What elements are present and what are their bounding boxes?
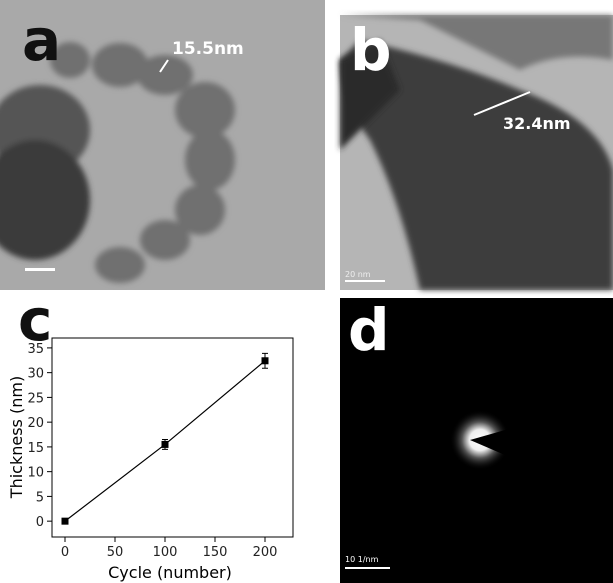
figure: a 15.5nm 20 nm b 32.4nm 10 1/nm d c Cycl… [0, 0, 613, 583]
y-tick-label: 5 [36, 490, 44, 505]
panel-label: b [350, 16, 392, 84]
x-tick-label: 0 [61, 545, 69, 560]
y-tick-label: 25 [27, 391, 44, 406]
data-point [62, 518, 69, 525]
x-tick-label: 100 [153, 545, 178, 560]
data-point [262, 357, 269, 364]
scale-bar-label: 10 1/nm [345, 555, 379, 564]
panel-label: a [22, 6, 61, 74]
annotation: 15.5nm [172, 39, 244, 59]
scale-bar-label: 20 nm [345, 270, 371, 279]
panel-label: d [348, 296, 390, 364]
y-tick-label: 15 [27, 441, 44, 456]
annotation: 32.4nm [503, 114, 571, 133]
x-tick-label: 150 [203, 545, 228, 560]
x-axis-label: Cycle (number) [108, 563, 232, 582]
data-point [162, 441, 169, 448]
x-tick-label: 200 [253, 545, 278, 560]
y-tick-label: 10 [27, 466, 44, 481]
x-tick-label: 50 [107, 545, 124, 560]
y-tick-label: 0 [36, 515, 44, 530]
y-tick-label: 20 [27, 416, 44, 431]
y-tick-label: 35 [27, 342, 44, 357]
y-axis-label: Thickness (nm) [7, 376, 26, 499]
y-tick-label: 30 [27, 367, 44, 382]
